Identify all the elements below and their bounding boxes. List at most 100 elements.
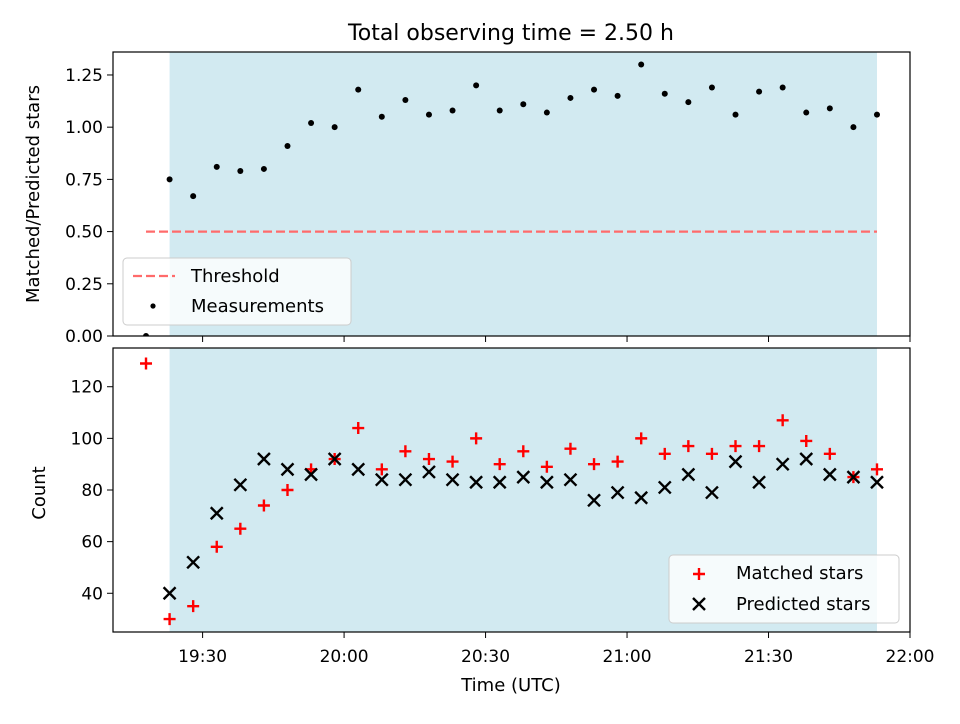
matched-point (517, 445, 530, 458)
matched-point (422, 453, 435, 466)
matched-point (140, 357, 153, 370)
measurement-point (567, 94, 574, 101)
top-y-tick-label: 0.25 (65, 275, 103, 295)
matched-point (729, 440, 742, 453)
measurement-points (143, 61, 880, 336)
matched-point (399, 445, 412, 458)
legend-predicted-swatch (692, 597, 706, 611)
matched-point (564, 442, 577, 455)
measurement-point (355, 86, 362, 93)
measurement-point (756, 88, 763, 95)
matched-point (870, 463, 883, 476)
matched-point (823, 447, 836, 460)
measurement-point (873, 111, 880, 118)
measurement-point (237, 168, 244, 175)
top-legend-box (122, 257, 352, 326)
measurement-point (520, 101, 527, 108)
predicted-point (870, 475, 884, 490)
legend-matched-swatch (693, 568, 705, 580)
matched-point (588, 458, 601, 471)
predicted-point (422, 465, 436, 479)
measurement-point (143, 333, 150, 336)
bottom-y-tick-label: 80 (81, 481, 103, 501)
top-axes-frame (112, 51, 911, 337)
matched-point (234, 522, 247, 535)
predicted-point (681, 467, 696, 482)
measurement-point (661, 90, 668, 97)
legend-predicted-label: Predicted stars (736, 594, 870, 615)
bottom-y-axis-label: Count (29, 466, 50, 519)
legend-matched-label: Matched stars (736, 563, 863, 584)
predicted-point (209, 506, 224, 521)
chart-title: Total observing time = 2.50 h (347, 21, 674, 46)
measurement-point (473, 82, 480, 89)
measurement-point (331, 124, 338, 131)
predicted-point (587, 493, 601, 508)
measurement-point (449, 107, 456, 114)
bottom-x-tick-label: 22:00 (886, 647, 935, 667)
bottom-x-tick-label: 21:30 (744, 647, 793, 667)
predicted-point (445, 472, 460, 487)
predicted-point (304, 467, 318, 482)
measurement-point (378, 113, 385, 120)
top-y-tick-label: 1.00 (65, 118, 103, 138)
matched-point (635, 432, 648, 445)
measurement-point (308, 120, 315, 126)
predicted-point (469, 475, 483, 490)
measurement-point (803, 109, 810, 116)
bottom-x-tick-label: 20:00 (320, 647, 369, 667)
predicted-point (634, 490, 649, 505)
measurement-point (779, 84, 786, 91)
measurement-point (591, 86, 598, 93)
measurement-point (260, 165, 267, 172)
measurement-point (166, 176, 173, 183)
bottom-y-tick-label: 120 (71, 378, 103, 398)
matched-point (163, 613, 176, 626)
top-y-axis-label: Matched/Predicted stars (23, 85, 44, 303)
matched-point (658, 447, 671, 460)
predicted-point (775, 457, 790, 472)
measurement-point (638, 61, 645, 68)
bottom-y-tick-label: 60 (81, 533, 103, 553)
legend-measurements-label: Measurements (191, 296, 324, 317)
matched-point (352, 422, 365, 435)
bottom-x-tick-label: 19:30 (178, 647, 227, 667)
predicted-point (233, 477, 248, 492)
top-panel: 0.00 0.25 0.50 0.75 1.00 1.25 Threshold Measure… (65, 51, 911, 347)
measurement-point (402, 97, 409, 104)
predicted-point (563, 472, 578, 487)
x-axis-label: Time (UTC) (460, 675, 561, 696)
legend-threshold-label: Threshold (190, 266, 280, 287)
matched-point (611, 455, 624, 468)
predicted-points (162, 452, 884, 601)
bottom-y-tick-label: 100 (71, 429, 103, 449)
matched-point (187, 600, 200, 613)
predicted-point (280, 462, 295, 477)
measurement-point (496, 107, 503, 114)
matched-point (493, 458, 506, 471)
predicted-point (610, 485, 625, 500)
bottom-panel: 40 60 80 100 120 19:30 20:00 20:30 21:00 21:30 22:… (71, 347, 935, 667)
predicted-point (657, 480, 672, 495)
predicted-point (492, 475, 507, 490)
legend-measurements-swatch (150, 303, 156, 309)
predicted-point (516, 470, 531, 484)
predicted-point (374, 472, 389, 487)
top-y-tick-label: 0.75 (65, 170, 103, 190)
matched-point (682, 440, 695, 453)
measurement-point (213, 163, 220, 170)
bottom-legend: Matched stars Predicted stars (668, 554, 900, 624)
matched-point (470, 432, 483, 445)
top-y-tick-label: 0.00 (65, 327, 103, 347)
measurement-point (732, 111, 739, 118)
predicted-point (846, 470, 861, 484)
measurement-point (708, 84, 715, 91)
measurement-point (284, 142, 291, 149)
measurement-point (190, 193, 197, 200)
predicted-point (398, 472, 413, 487)
matched-point (210, 540, 223, 553)
predicted-point (752, 475, 766, 490)
measurement-point (826, 105, 833, 112)
